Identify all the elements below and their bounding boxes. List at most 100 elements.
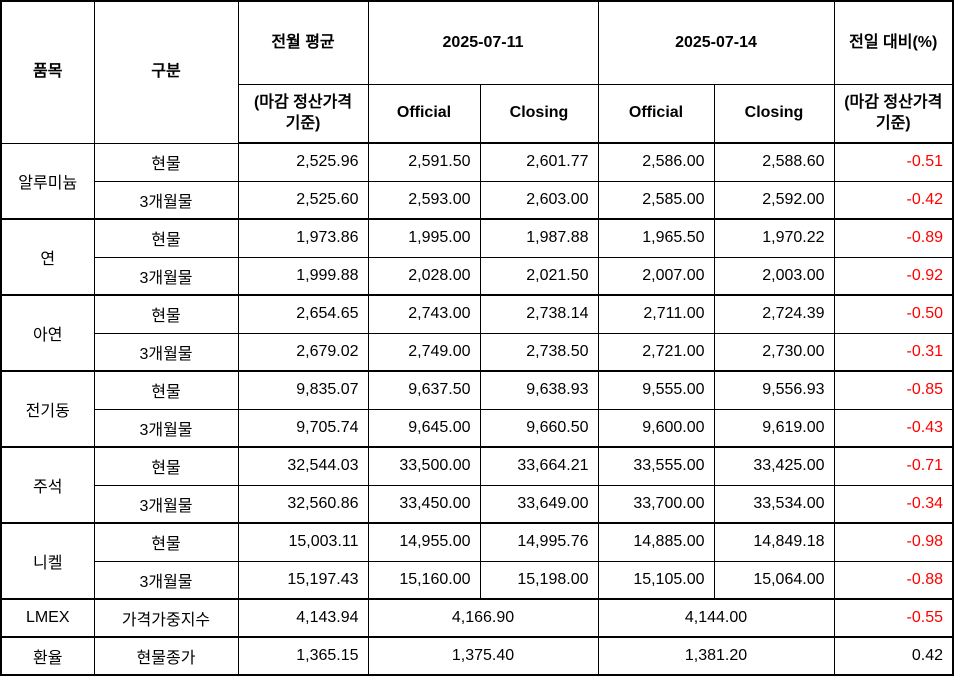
category-cell: 현물종가: [93, 636, 239, 676]
prev-avg-value: 9,835.07: [237, 370, 369, 410]
change-value: -0.50: [833, 294, 954, 334]
column-header-category: 구분: [93, 0, 239, 144]
prev-avg-value: 2,525.96: [237, 142, 369, 182]
d1-closing-value: 2,738.50: [479, 332, 599, 372]
d1-official-value: 33,450.00: [367, 484, 481, 524]
d1-official-value: 2,743.00: [367, 294, 481, 334]
prev-avg-value: 1,973.86: [237, 218, 369, 258]
d2-closing-value: 9,619.00: [713, 408, 835, 448]
d2-official-value: 15,105.00: [597, 560, 715, 600]
prev-avg-value: 2,679.02: [237, 332, 369, 372]
table-row-tin-spot: 주석 현물 32,544.03 33,500.00 33,664.21 33,5…: [0, 446, 954, 524]
prev-avg-value: 32,560.86: [237, 484, 369, 524]
prev-avg-value: 32,544.03: [237, 446, 369, 486]
d1-closing-value: 14,995.76: [479, 522, 599, 562]
d2-closing-value: 2,003.00: [713, 256, 835, 296]
table-row-tin-3m: 3개월물 32,560.86 33,450.00 33,649.00 33,70…: [1, 484, 954, 524]
d1-official-value: 2,593.00: [367, 180, 481, 220]
d2-official-value: 33,700.00: [597, 484, 715, 524]
change-value: -0.71: [833, 446, 954, 486]
item-cell: 아연: [0, 294, 95, 372]
header-row-2: (마감 정산가격 기준) Official Closing Official C…: [1, 83, 954, 144]
category-cell: 현물: [93, 294, 239, 334]
d2-closing-value: 33,534.00: [713, 484, 835, 524]
d1-closing-value: 2,603.00: [479, 180, 599, 220]
category-cell: 3개월물: [93, 408, 239, 448]
d2-official-value: 2,007.00: [597, 256, 715, 296]
table-row-lmex: LMEX 가격가중지수 4,143.94 4,166.90 4,144.00 -…: [0, 598, 954, 638]
item-cell: 전기동: [0, 370, 95, 448]
header-row-1: 품목 구분 전월 평균 2025-07-11 2025-07-14 전일 대비(…: [0, 0, 954, 144]
d1-official-value: 2,028.00: [367, 256, 481, 296]
d1-closing-value: 1,987.88: [479, 218, 599, 258]
d2-official-value: 2,711.00: [597, 294, 715, 334]
d2-closing-value: 14,849.18: [713, 522, 835, 562]
d1-closing-value: 2,601.77: [479, 142, 599, 182]
category-cell: 3개월물: [93, 256, 239, 296]
column-header-d1-closing: Closing: [479, 83, 599, 144]
d1-official-value: 14,955.00: [367, 522, 481, 562]
prev-avg-value: 1,365.15: [237, 636, 369, 676]
column-header-date2: 2025-07-14: [597, 0, 835, 85]
change-value: -0.34: [833, 484, 954, 524]
change-value: -0.51: [833, 142, 954, 182]
table-row-lead-3m: 3개월물 1,999.88 2,028.00 2,021.50 2,007.00…: [1, 256, 954, 296]
prev-avg-value: 9,705.74: [237, 408, 369, 448]
d1-official-value: 15,160.00: [367, 560, 481, 600]
d2-closing-value: 2,588.60: [713, 142, 835, 182]
change-value: -0.92: [833, 256, 954, 296]
d2-official-value: 2,586.00: [597, 142, 715, 182]
change-value: -0.55: [833, 598, 954, 638]
column-header-change: 전일 대비(%): [833, 0, 954, 85]
d2-closing-value: 2,730.00: [713, 332, 835, 372]
change-value: -0.85: [833, 370, 954, 410]
d1-closing-value: 9,638.93: [479, 370, 599, 410]
prev-avg-value: 4,143.94: [237, 598, 369, 638]
d1-official-value: 9,637.50: [367, 370, 481, 410]
category-cell: 3개월물: [93, 332, 239, 372]
item-cell: 니켈: [0, 522, 95, 600]
d1-closing-value: 33,664.21: [479, 446, 599, 486]
category-cell: 3개월물: [93, 180, 239, 220]
column-header-d2-official: Official: [597, 83, 715, 144]
change-value: -0.88: [833, 560, 954, 600]
column-header-date1: 2025-07-11: [367, 0, 599, 85]
prev-avg-value: 15,197.43: [237, 560, 369, 600]
change-value: 0.42: [833, 636, 954, 676]
category-cell: 3개월물: [93, 484, 239, 524]
category-cell: 가격가중지수: [93, 598, 239, 638]
d2-official-value: 2,721.00: [597, 332, 715, 372]
change-value: -0.42: [833, 180, 954, 220]
category-cell: 현물: [93, 446, 239, 486]
table-row-nickel-3m: 3개월물 15,197.43 15,160.00 15,198.00 15,10…: [1, 560, 954, 600]
d2-closing-value: 2,724.39: [713, 294, 835, 334]
column-header-d2-closing: Closing: [713, 83, 835, 144]
category-cell: 현물: [93, 142, 239, 182]
table-row-aluminum-3m: 3개월물 2,525.60 2,593.00 2,603.00 2,585.00…: [1, 180, 954, 220]
d1-merged-value: 1,375.40: [367, 636, 599, 676]
category-cell: 현물: [93, 218, 239, 258]
item-cell: 알루미늄: [0, 142, 95, 220]
d1-official-value: 33,500.00: [367, 446, 481, 486]
d1-closing-value: 33,649.00: [479, 484, 599, 524]
prev-avg-value: 2,654.65: [237, 294, 369, 334]
d2-closing-value: 15,064.00: [713, 560, 835, 600]
change-value: -0.98: [833, 522, 954, 562]
table-row-fx: 환율 현물종가 1,365.15 1,375.40 1,381.20 0.42: [0, 636, 954, 676]
d1-official-value: 1,995.00: [367, 218, 481, 258]
d2-official-value: 1,965.50: [597, 218, 715, 258]
column-header-prev-avg: 전월 평균: [237, 0, 369, 85]
table-row-copper-spot: 전기동 현물 9,835.07 9,637.50 9,638.93 9,555.…: [0, 370, 954, 448]
item-cell: 연: [0, 218, 95, 296]
column-header-d1-official: Official: [367, 83, 481, 144]
category-cell: 현물: [93, 370, 239, 410]
change-value: -0.89: [833, 218, 954, 258]
change-note: (마감 정산가격 기준): [833, 83, 954, 144]
d2-official-value: 9,555.00: [597, 370, 715, 410]
d2-closing-value: 9,556.93: [713, 370, 835, 410]
table-row-nickel-spot: 니켈 현물 15,003.11 14,955.00 14,995.76 14,8…: [0, 522, 954, 600]
d1-merged-value: 4,166.90: [367, 598, 599, 638]
table-row-zinc-spot: 아연 현물 2,654.65 2,743.00 2,738.14 2,711.0…: [0, 294, 954, 372]
item-cell: LMEX: [0, 598, 95, 638]
